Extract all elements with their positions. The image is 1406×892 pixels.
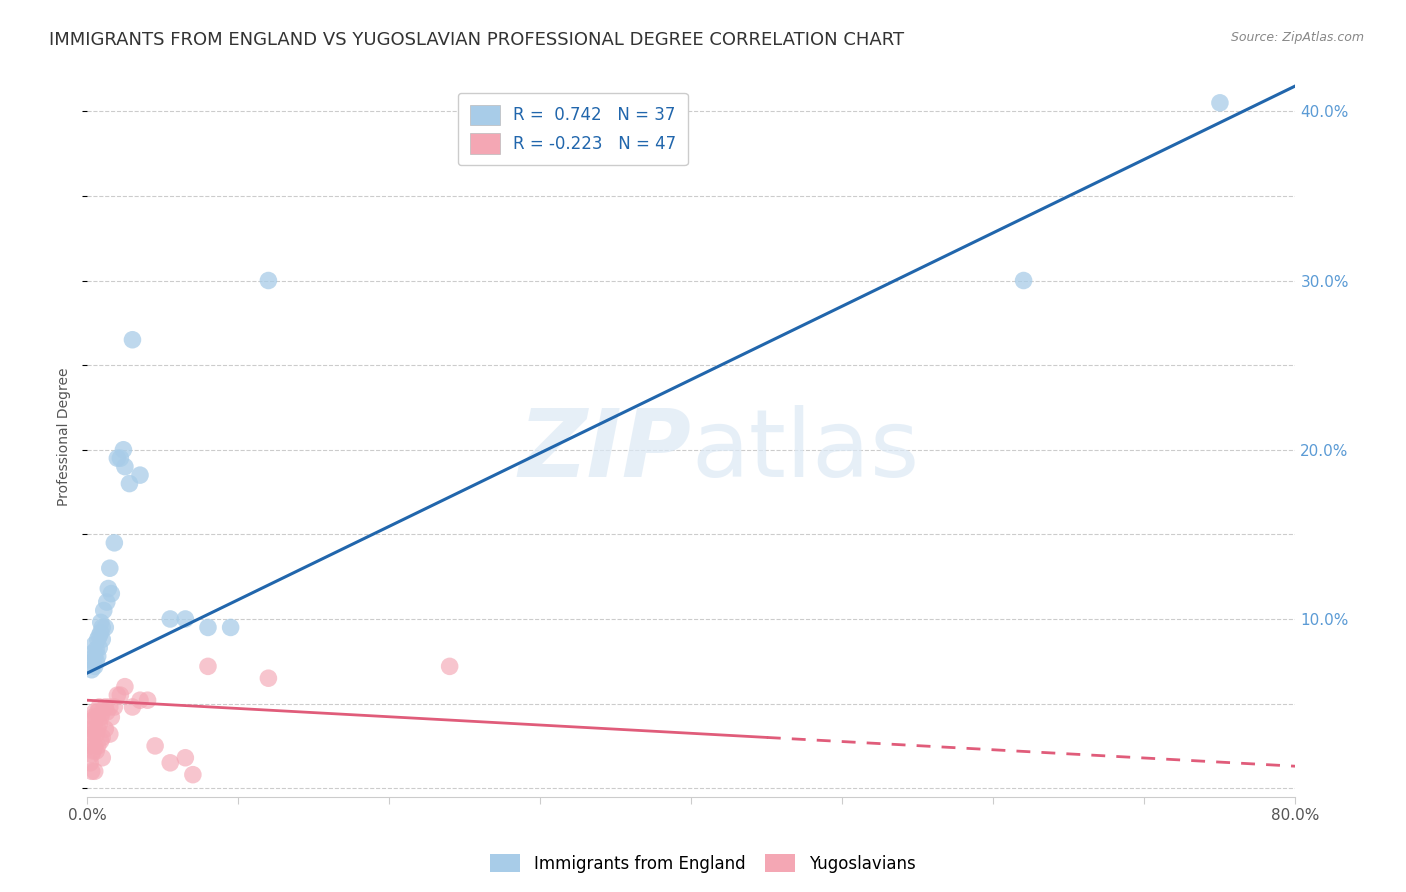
Point bbox=[91, 632, 114, 647]
Point bbox=[93, 603, 115, 617]
Point bbox=[89, 629, 111, 643]
Point bbox=[105, 688, 128, 702]
Point bbox=[96, 705, 118, 719]
Point bbox=[112, 442, 135, 457]
Legend: R =  0.742   N = 37, R = -0.223   N = 47: R = 0.742 N = 37, R = -0.223 N = 47 bbox=[458, 93, 688, 165]
Point bbox=[90, 710, 112, 724]
Point bbox=[82, 710, 104, 724]
Point bbox=[83, 705, 105, 719]
Point bbox=[98, 561, 121, 575]
Point bbox=[89, 700, 111, 714]
Point bbox=[439, 659, 461, 673]
Point bbox=[82, 654, 104, 668]
Point bbox=[98, 727, 121, 741]
Point bbox=[87, 722, 110, 736]
Point bbox=[100, 710, 122, 724]
Point bbox=[87, 705, 110, 719]
Point bbox=[84, 727, 107, 741]
Point bbox=[84, 744, 107, 758]
Point bbox=[82, 727, 104, 741]
Point bbox=[83, 649, 105, 664]
Point bbox=[197, 659, 219, 673]
Point bbox=[82, 646, 104, 660]
Point bbox=[110, 451, 132, 466]
Point bbox=[121, 700, 143, 714]
Point bbox=[174, 750, 197, 764]
Point bbox=[143, 739, 166, 753]
Legend: Immigrants from England, Yugoslavians: Immigrants from England, Yugoslavians bbox=[484, 847, 922, 880]
Point bbox=[83, 722, 105, 736]
Point bbox=[1012, 273, 1035, 287]
Point bbox=[94, 700, 117, 714]
Point bbox=[90, 625, 112, 640]
Point bbox=[84, 642, 107, 657]
Point bbox=[79, 756, 101, 770]
Point bbox=[91, 750, 114, 764]
Point bbox=[94, 722, 117, 736]
Point bbox=[100, 586, 122, 600]
Text: Source: ZipAtlas.com: Source: ZipAtlas.com bbox=[1230, 31, 1364, 45]
Point bbox=[197, 620, 219, 634]
Point bbox=[159, 756, 181, 770]
Point bbox=[79, 739, 101, 753]
Point bbox=[136, 693, 159, 707]
Point bbox=[103, 536, 125, 550]
Point bbox=[114, 459, 136, 474]
Point bbox=[174, 612, 197, 626]
Point bbox=[91, 620, 114, 634]
Point bbox=[219, 620, 242, 634]
Point bbox=[80, 747, 103, 762]
Text: IMMIGRANTS FROM ENGLAND VS YUGOSLAVIAN PROFESSIONAL DEGREE CORRELATION CHART: IMMIGRANTS FROM ENGLAND VS YUGOSLAVIAN P… bbox=[49, 31, 904, 49]
Point bbox=[94, 620, 117, 634]
Point bbox=[121, 333, 143, 347]
Point bbox=[257, 671, 280, 685]
Point bbox=[91, 731, 114, 745]
Point bbox=[96, 595, 118, 609]
Point bbox=[97, 582, 120, 596]
Point bbox=[110, 688, 132, 702]
Point bbox=[118, 476, 141, 491]
Point bbox=[90, 615, 112, 630]
Point bbox=[129, 693, 152, 707]
Point bbox=[91, 705, 114, 719]
Point bbox=[98, 700, 121, 714]
Point bbox=[80, 663, 103, 677]
Point bbox=[114, 680, 136, 694]
Point bbox=[87, 739, 110, 753]
Text: ZIP: ZIP bbox=[519, 406, 692, 498]
Point bbox=[84, 654, 107, 668]
Point bbox=[80, 714, 103, 728]
Point bbox=[83, 739, 105, 753]
Point bbox=[129, 468, 152, 483]
Point bbox=[83, 764, 105, 779]
Point bbox=[83, 659, 105, 673]
Point bbox=[103, 700, 125, 714]
Point bbox=[181, 767, 204, 781]
Point bbox=[80, 731, 103, 745]
Point bbox=[79, 722, 101, 736]
Point bbox=[257, 273, 280, 287]
Point bbox=[84, 710, 107, 724]
Point bbox=[82, 744, 104, 758]
Point bbox=[80, 764, 103, 779]
Point bbox=[87, 632, 110, 647]
Y-axis label: Professional Degree: Professional Degree bbox=[58, 368, 72, 507]
Text: atlas: atlas bbox=[692, 406, 920, 498]
Point bbox=[89, 717, 111, 731]
Point bbox=[87, 649, 110, 664]
Point bbox=[105, 451, 128, 466]
Point bbox=[83, 637, 105, 651]
Point bbox=[159, 612, 181, 626]
Point bbox=[1209, 95, 1232, 110]
Point bbox=[90, 734, 112, 748]
Point bbox=[89, 640, 111, 655]
